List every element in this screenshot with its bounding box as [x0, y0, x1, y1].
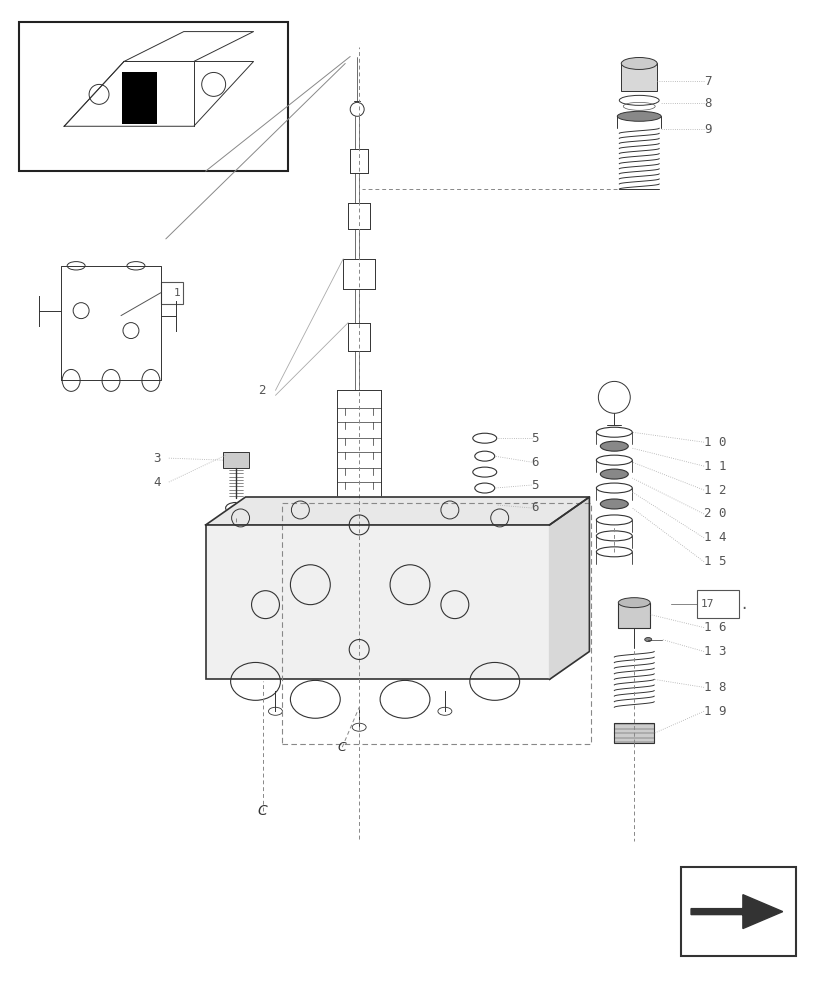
Text: .: . [741, 595, 747, 613]
Text: 17: 17 [701, 599, 714, 609]
Text: 1 1: 1 1 [704, 460, 727, 473]
Bar [615, 723, 654, 743]
Text: C: C [338, 741, 347, 754]
Text: 1: 1 [174, 288, 180, 298]
Text: 1 8: 1 8 [704, 681, 727, 694]
Text: 2 0: 2 0 [704, 507, 727, 520]
Ellipse shape [621, 57, 658, 69]
Text: 1 3: 1 3 [704, 645, 727, 658]
Text: 1 6: 1 6 [704, 621, 727, 634]
Text: 1 2: 1 2 [704, 484, 727, 497]
Text: 3: 3 [153, 452, 161, 465]
Text: 1 9: 1 9 [704, 705, 727, 718]
Ellipse shape [618, 598, 650, 608]
Text: 5: 5 [531, 479, 539, 492]
Bar [19, 22, 288, 171]
Text: 6: 6 [531, 456, 539, 469]
Polygon shape [691, 895, 783, 929]
Bar [618, 603, 650, 628]
Text: 6: 6 [531, 501, 539, 514]
Text: 9: 9 [704, 123, 711, 136]
Bar [697, 590, 739, 618]
Bar [206, 525, 550, 679]
Text: 7: 7 [704, 75, 711, 88]
Bar [161, 282, 183, 304]
Text: 2: 2 [259, 384, 266, 397]
Text: C: C [258, 804, 267, 818]
Ellipse shape [601, 441, 628, 451]
Ellipse shape [617, 111, 661, 121]
Bar [621, 63, 658, 91]
Text: 1 5: 1 5 [704, 555, 727, 568]
Ellipse shape [644, 638, 652, 642]
Bar [122, 72, 157, 124]
Text: 8: 8 [704, 97, 711, 110]
Text: 5: 5 [531, 432, 539, 445]
Bar [681, 867, 796, 956]
Text: 4: 4 [153, 476, 161, 489]
Polygon shape [206, 497, 589, 525]
Polygon shape [550, 497, 589, 679]
Text: 1 0: 1 0 [704, 436, 727, 449]
Text: 1 4: 1 4 [704, 531, 727, 544]
Ellipse shape [601, 469, 628, 479]
Bar [222, 452, 249, 468]
Ellipse shape [601, 499, 628, 509]
